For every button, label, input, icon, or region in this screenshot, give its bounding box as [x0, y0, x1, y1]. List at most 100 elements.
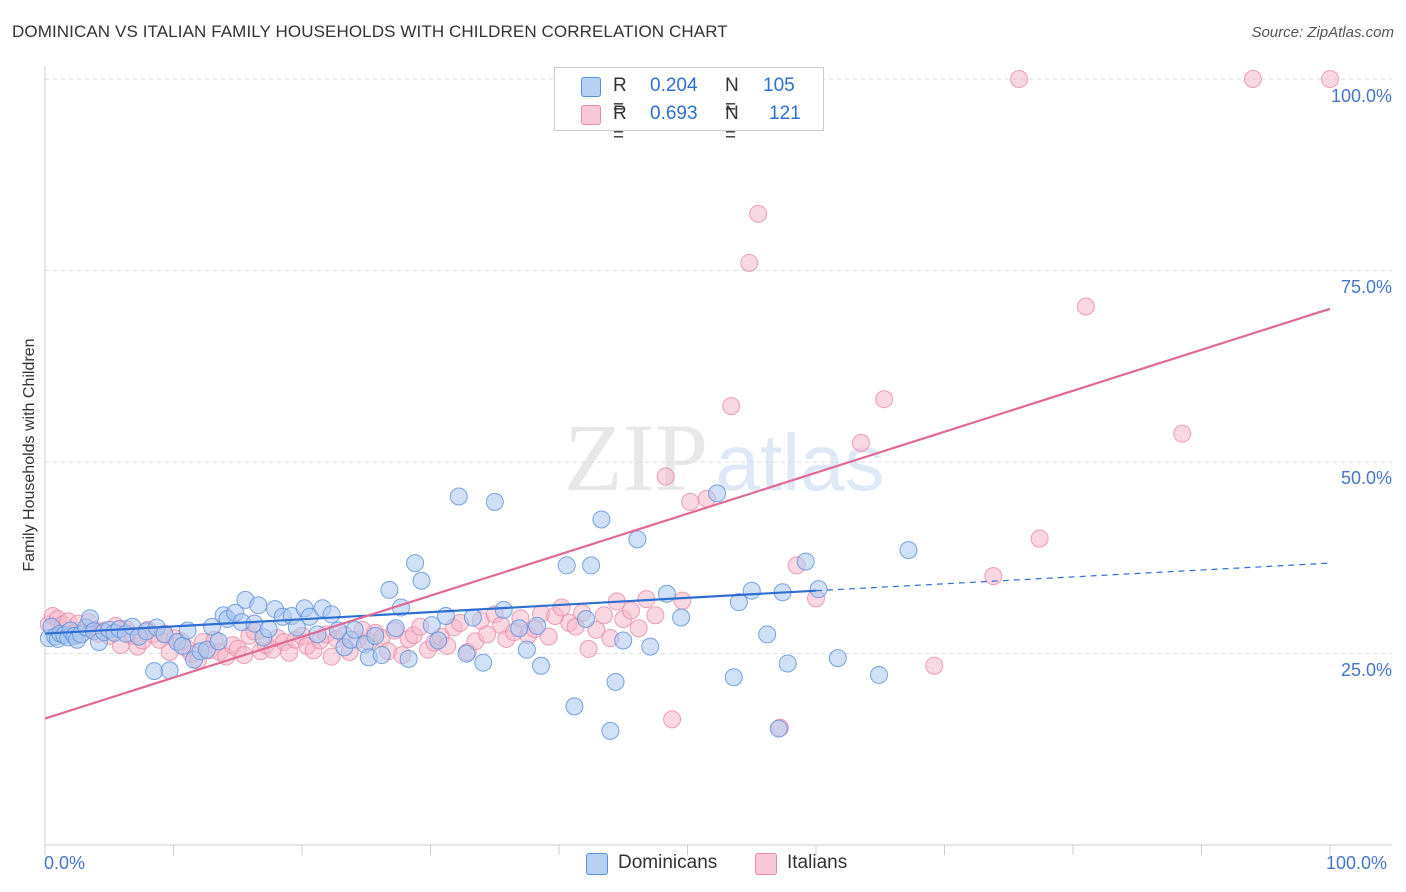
italians-point [984, 567, 1003, 586]
italians-point [740, 253, 759, 272]
dominicans-point [778, 654, 797, 673]
italians-point [673, 591, 692, 610]
source-label: Source: ZipAtlas.com [1251, 24, 1394, 41]
dominicans-point [758, 625, 777, 644]
dominicans-point [672, 608, 691, 627]
dominicans-point [429, 631, 448, 650]
italians-n-value: 121 [769, 103, 801, 124]
italians-r-value: 0.693 [650, 103, 698, 124]
italians-point [681, 492, 700, 511]
dominicans-r-value: 0.204 [650, 75, 698, 96]
dominicans-point [532, 656, 551, 675]
dominicans-point [769, 719, 788, 738]
italians-point [629, 619, 648, 638]
axes [44, 66, 1392, 855]
dominicans-point [412, 571, 431, 590]
dominicans-point [173, 636, 192, 655]
dominicans-point [322, 605, 341, 624]
italians-point [749, 204, 768, 223]
trend-lines [44, 307, 1331, 720]
dominicans-point [528, 616, 547, 635]
dominicans-point [742, 581, 761, 600]
dominicans-point [372, 646, 391, 665]
italians-point [1243, 70, 1262, 88]
italians-point [539, 627, 558, 646]
dominicans-point [463, 608, 482, 627]
dominicans-point [249, 596, 268, 615]
x-tick-min: 0.0% [44, 853, 86, 873]
italians-point [875, 390, 894, 409]
italians-point [722, 397, 741, 416]
x-tick-max: 100.0% [1326, 853, 1388, 873]
italians-trend-line [44, 307, 1331, 720]
dominicans-point [300, 607, 319, 626]
watermark: ZIP atlas [564, 404, 884, 511]
dominicans-points [39, 484, 918, 740]
dominicans-point [809, 580, 828, 599]
dominicans-point [209, 632, 228, 651]
italians-point [656, 467, 675, 486]
dominicans-point [457, 644, 476, 663]
y-tick-25: 25.0% [1340, 660, 1392, 680]
italians-point [478, 625, 497, 644]
dominicans-point [406, 554, 425, 573]
italians-point [1173, 424, 1192, 443]
dominicans-point [582, 556, 601, 575]
dominicans-point [474, 653, 493, 672]
dominicans-trend-extension [815, 562, 1331, 592]
dominicans-point [145, 662, 164, 681]
dominicans-point [366, 626, 385, 645]
dominicans-point [614, 631, 633, 650]
y-tick-75: 75.0% [1340, 277, 1392, 297]
dominicans-point [724, 668, 743, 687]
dominicans-n-value: 105 [763, 75, 795, 96]
dominicans-point [606, 672, 625, 691]
dominicans-point [601, 721, 620, 740]
italians-point [663, 710, 682, 729]
dominicans-r-label: R = [613, 75, 627, 118]
dominicans-n-label: N = [725, 75, 739, 118]
dominicans-point [592, 510, 611, 529]
italians-point [1010, 70, 1029, 88]
dominicans-point [422, 616, 441, 635]
chart-title: DOMINICAN VS ITALIAN FAMILY HOUSEHOLDS W… [12, 22, 728, 41]
dominicans-point [576, 610, 595, 629]
dominicans-point [899, 541, 918, 560]
y-tick-50: 50.0% [1340, 468, 1392, 488]
italians-point [1030, 529, 1049, 548]
italians-point [646, 606, 665, 625]
dominicans-legend-swatch [586, 853, 608, 875]
italians-r-label: R = [613, 103, 627, 146]
dominicans-point [708, 484, 727, 503]
y-tick-100: 100.0% [1330, 86, 1392, 106]
italians-point [322, 647, 341, 666]
italians-legend-label: Italians [787, 852, 848, 873]
italians-point [925, 656, 944, 675]
dominicans-point [628, 530, 647, 549]
legend-box: R = 0.204 N = 105 R = 0.693 N = 121 [554, 67, 824, 146]
italians-point [1076, 297, 1095, 316]
dominicans-point [641, 637, 660, 656]
watermark-zip: ZIP [564, 404, 708, 511]
dominicans-point [510, 619, 529, 638]
dominicans-point [494, 600, 513, 619]
dominicans-point [259, 619, 278, 638]
italians-legend-swatch [755, 853, 777, 875]
dominicans-point [729, 593, 748, 612]
dominicans-legend-label: Dominicans [618, 852, 718, 873]
dominicans-point [869, 665, 888, 684]
dominicans-point [828, 649, 847, 668]
dominicans-point [380, 580, 399, 599]
italians-point [579, 639, 598, 658]
italians-point [594, 606, 613, 625]
italians-point [552, 598, 571, 617]
italians-point [621, 601, 640, 620]
dominicans-point [485, 492, 504, 511]
dominicans-point [517, 640, 536, 659]
dominicans-point [796, 552, 815, 571]
watermark-atlas: atlas [716, 418, 885, 507]
italians-n-label: N = [725, 103, 739, 146]
dominicans-point [449, 487, 468, 506]
italians-point [1321, 70, 1339, 88]
